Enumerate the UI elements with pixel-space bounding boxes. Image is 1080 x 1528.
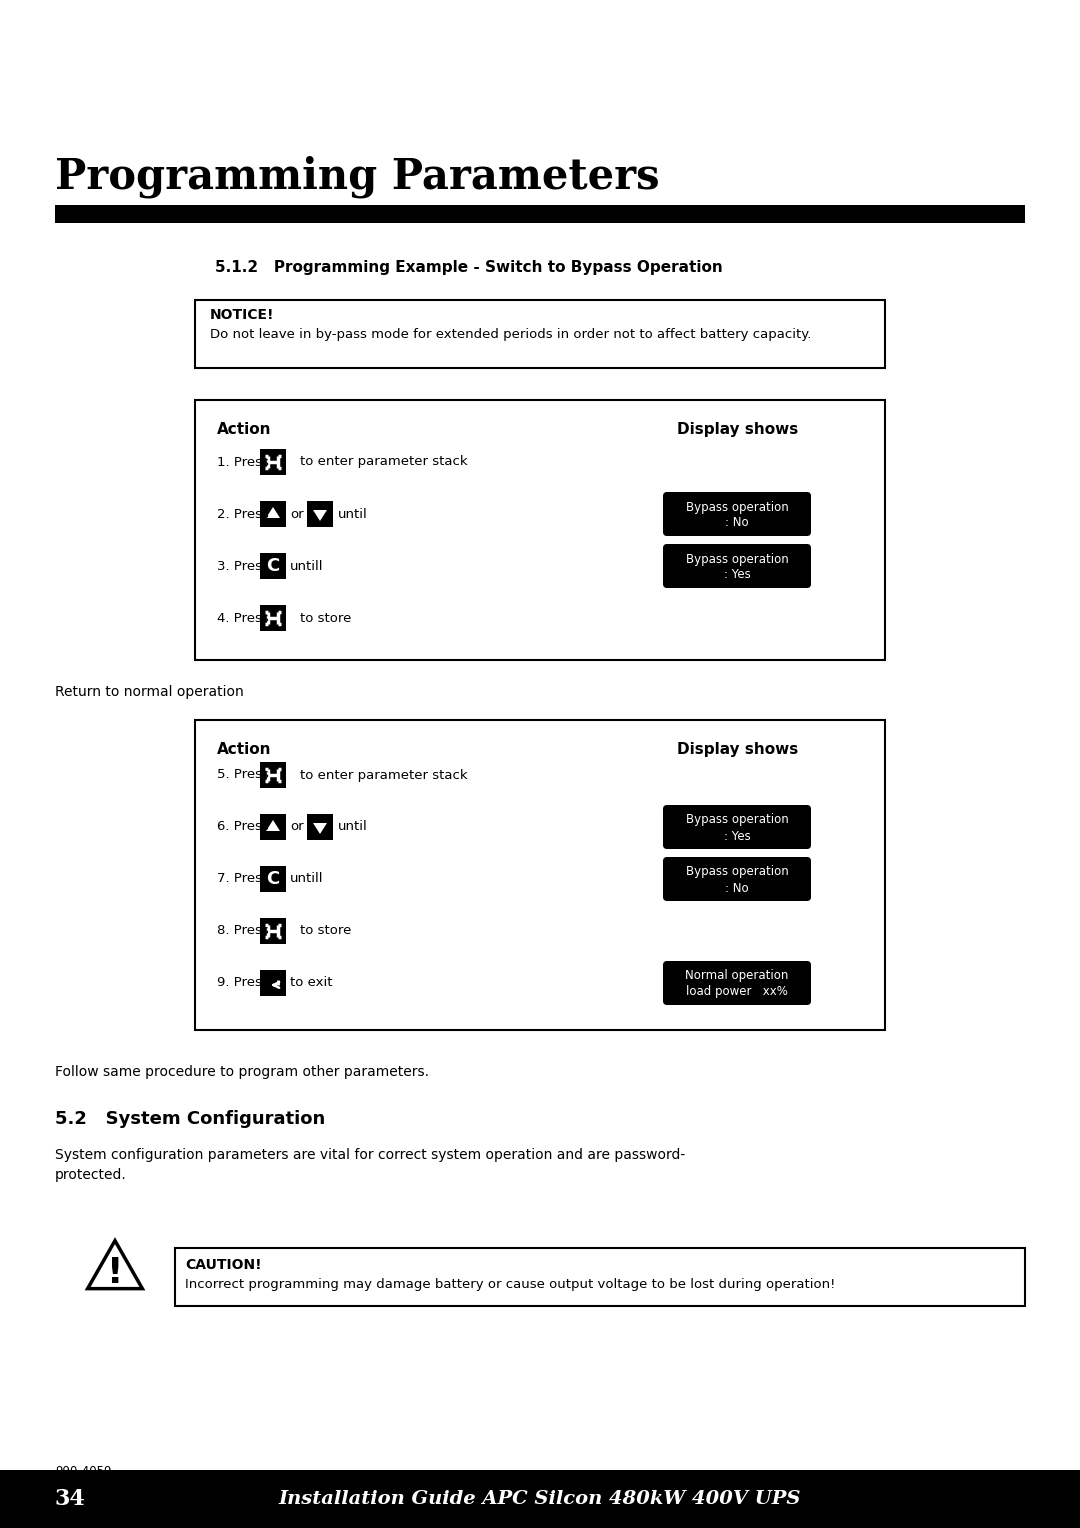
Text: Normal operation: Normal operation [686, 969, 788, 983]
Bar [55, 205, 1025, 223]
Text: 4. Press: 4. Press [217, 611, 269, 625]
Text: or: or [291, 507, 303, 521]
Text: until: until [338, 507, 368, 521]
Text: to enter parameter stack: to enter parameter stack [300, 455, 468, 469]
FancyBboxPatch shape [260, 866, 286, 892]
FancyBboxPatch shape [260, 449, 286, 475]
Text: Display shows: Display shows [677, 743, 798, 756]
Text: C: C [267, 558, 280, 575]
Text: System configuration parameters are vital for correct system operation and are p: System configuration parameters are vita… [55, 1148, 685, 1181]
FancyBboxPatch shape [195, 400, 885, 660]
Text: C: C [267, 869, 280, 888]
FancyBboxPatch shape [195, 720, 885, 1030]
Text: : Yes: : Yes [724, 830, 751, 842]
Text: to enter parameter stack: to enter parameter stack [300, 769, 468, 781]
Text: to store: to store [300, 924, 351, 938]
Text: Action: Action [217, 422, 271, 437]
Text: Display shows: Display shows [677, 422, 798, 437]
Text: 1. Press: 1. Press [217, 455, 269, 469]
Text: Do not leave in by-pass mode for extended periods in order not to affect battery: Do not leave in by-pass mode for extende… [210, 329, 811, 341]
Text: untill: untill [291, 559, 324, 573]
FancyBboxPatch shape [663, 961, 811, 1005]
Text: to exit: to exit [291, 976, 333, 990]
FancyBboxPatch shape [195, 299, 885, 368]
Text: untill: untill [291, 872, 324, 886]
FancyBboxPatch shape [260, 501, 286, 527]
Text: Bypass operation: Bypass operation [686, 501, 788, 513]
FancyBboxPatch shape [260, 605, 286, 631]
FancyBboxPatch shape [175, 1248, 1025, 1306]
Text: to store: to store [300, 611, 351, 625]
Text: 5.1.2   Programming Example - Switch to Bypass Operation: 5.1.2 Programming Example - Switch to By… [215, 260, 723, 275]
FancyBboxPatch shape [663, 492, 811, 536]
Text: Installation Guide APC Silcon 480kW 400V UPS: Installation Guide APC Silcon 480kW 400V… [279, 1490, 801, 1508]
FancyBboxPatch shape [307, 501, 333, 527]
FancyBboxPatch shape [260, 814, 286, 840]
Text: 5.2   System Configuration: 5.2 System Configuration [55, 1109, 325, 1128]
Polygon shape [266, 507, 280, 518]
Text: : No: : No [725, 882, 748, 894]
Text: Programming Parameters: Programming Parameters [55, 154, 660, 197]
FancyBboxPatch shape [663, 857, 811, 902]
Bar [0, 1470, 1080, 1528]
Text: : No: : No [725, 516, 748, 530]
FancyBboxPatch shape [663, 805, 811, 850]
Text: 2. Press: 2. Press [217, 507, 269, 521]
Text: Return to normal operation: Return to normal operation [55, 685, 244, 698]
Text: Bypass operation: Bypass operation [686, 553, 788, 565]
Text: until: until [338, 821, 368, 833]
FancyBboxPatch shape [260, 762, 286, 788]
Text: 5. Press: 5. Press [217, 769, 269, 781]
Text: CAUTION!: CAUTION! [185, 1258, 261, 1271]
Text: 6. Press: 6. Press [217, 821, 269, 833]
Polygon shape [313, 510, 327, 521]
Polygon shape [266, 821, 280, 831]
Text: 9. Press: 9. Press [217, 976, 269, 990]
Text: NOTICE!: NOTICE! [210, 309, 274, 322]
FancyBboxPatch shape [663, 544, 811, 588]
Text: 8. Press: 8. Press [217, 924, 269, 938]
Polygon shape [87, 1241, 143, 1288]
Text: load power   xx%: load power xx% [686, 986, 788, 998]
Text: Follow same procedure to program other parameters.: Follow same procedure to program other p… [55, 1065, 429, 1079]
Text: Bypass operation: Bypass operation [686, 865, 788, 879]
Text: Action: Action [217, 743, 271, 756]
FancyBboxPatch shape [260, 970, 286, 996]
Polygon shape [313, 824, 327, 834]
Text: 990-4059: 990-4059 [55, 1465, 111, 1478]
FancyBboxPatch shape [260, 918, 286, 944]
FancyBboxPatch shape [307, 814, 333, 840]
Text: or: or [291, 821, 303, 833]
Text: 34: 34 [55, 1488, 85, 1510]
Text: 3. Press: 3. Press [217, 559, 269, 573]
Text: Incorrect programming may damage battery or cause output voltage to be lost duri: Incorrect programming may damage battery… [185, 1277, 835, 1291]
Text: 7. Press: 7. Press [217, 872, 269, 886]
Text: Bypass operation: Bypass operation [686, 813, 788, 827]
FancyBboxPatch shape [260, 553, 286, 579]
Text: !: ! [107, 1256, 123, 1290]
Text: : Yes: : Yes [724, 568, 751, 582]
